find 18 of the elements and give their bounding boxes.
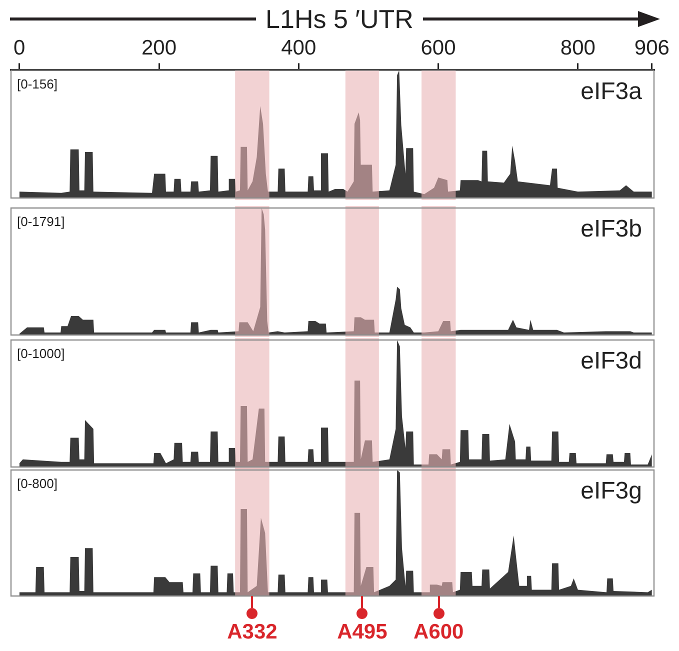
annotation: [0-1791]	[17, 214, 65, 230]
chart-title: eIF3a	[580, 78, 643, 105]
x-tick-label: 400	[281, 36, 316, 60]
annotation: [0-1000]	[17, 346, 65, 362]
chart-title: eIF3g	[580, 478, 642, 505]
x-tick-label: 200	[141, 36, 177, 60]
x-tick-label: 906	[634, 36, 670, 60]
band-label: A600	[414, 620, 464, 644]
band-label: A495	[337, 620, 388, 644]
band-label: A332	[227, 620, 278, 644]
x-axis-title: L1Hs 5 ′UTR	[256, 4, 424, 34]
chart-title: eIF3d	[580, 348, 642, 375]
annotation: [0-800]	[17, 476, 58, 492]
x-tick-label: 800	[560, 36, 596, 60]
annotation: [0-156]	[17, 76, 58, 92]
x-tick-label: 600	[420, 36, 456, 60]
chart-title: eIF3b	[580, 216, 642, 243]
x-tick-label: 0	[14, 36, 26, 60]
